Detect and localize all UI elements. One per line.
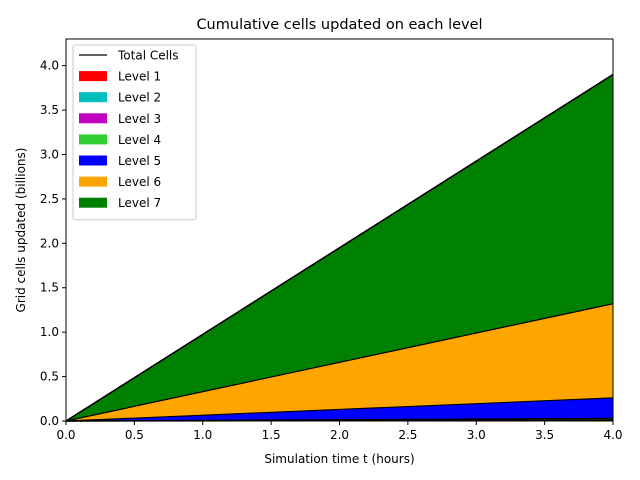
x-tick-label: 4.0 (603, 428, 622, 442)
y-tick-label: 1.0 (40, 325, 59, 339)
legend-label-level-4: Level 4 (118, 133, 161, 147)
legend-swatch-level-5 (79, 155, 107, 166)
total-cells-line (65, 73, 614, 422)
x-tick-label: 2.0 (330, 428, 349, 442)
y-tick-label: 2.0 (40, 236, 59, 250)
x-tick-label: 0.0 (56, 428, 75, 442)
legend: Total Cells Level 1 Level 2 Level 3 Level 4 L… (72, 44, 197, 221)
x-axis-label: Simulation time t (hours) (264, 452, 414, 466)
x-tick-label: 3.5 (535, 428, 554, 442)
x-tick-label: 2.5 (398, 428, 417, 442)
y-axis-label: Grid cells updated (billions) (14, 148, 28, 313)
x-tick-label: 1.5 (262, 428, 281, 442)
legend-label-level-5: Level 5 (118, 154, 161, 168)
legend-label-level-1: Level 1 (118, 70, 161, 84)
legend-swatch-level-4 (79, 134, 107, 145)
legend-swatch-level-3 (79, 113, 107, 124)
x-axis: 0.0 0.5 1.0 1.5 2.0 2.5 3.0 3.5 4.0 (56, 421, 623, 442)
legend-swatch-level-7 (79, 197, 107, 208)
x-tick-label: 0.5 (125, 428, 144, 442)
legend-label-total-cells: Total Cells (117, 49, 179, 63)
y-axis: 0.0 0.5 1.0 1.5 2.0 2.5 3.0 3.5 4.0 (40, 59, 66, 428)
y-tick-label: 3.5 (40, 103, 59, 117)
legend-label-level-7: Level 7 (118, 196, 161, 210)
area-edge-level-6 (65, 303, 614, 422)
legend-box (72, 44, 197, 221)
area-edge-level-5 (65, 397, 614, 422)
legend-swatch-level-6 (79, 176, 107, 187)
legend-label-level-3: Level 3 (118, 112, 161, 126)
y-tick-label: 3.0 (40, 147, 59, 161)
y-tick-label: 2.5 (40, 192, 59, 206)
y-tick-label: 0.5 (40, 370, 59, 384)
legend-swatch-level-1 (79, 71, 107, 82)
legend-swatch-level-2 (79, 92, 107, 103)
x-tick-label: 1.0 (193, 428, 212, 442)
y-tick-label: 0.0 (40, 414, 59, 428)
legend-label-level-6: Level 6 (118, 175, 161, 189)
chart-title: Cumulative cells updated on each level (196, 17, 482, 33)
x-tick-label: 3.0 (467, 428, 486, 442)
y-tick-label: 1.5 (40, 281, 59, 295)
legend-label-level-2: Level 2 (118, 91, 161, 105)
y-tick-label: 4.0 (40, 59, 59, 73)
